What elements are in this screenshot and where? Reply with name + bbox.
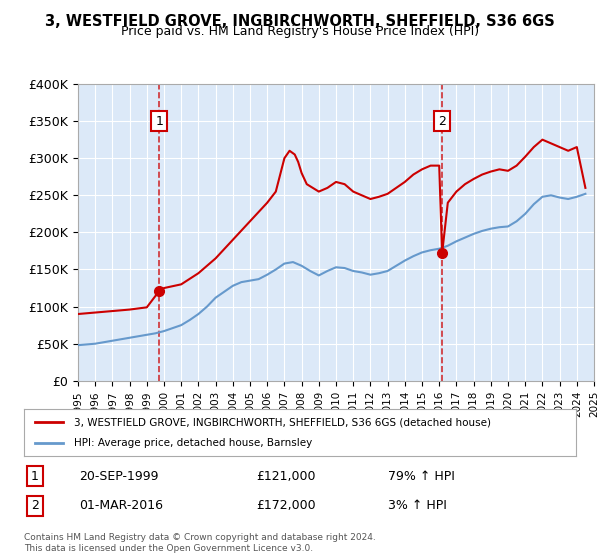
- Text: 3, WESTFIELD GROVE, INGBIRCHWORTH, SHEFFIELD, S36 6GS: 3, WESTFIELD GROVE, INGBIRCHWORTH, SHEFF…: [45, 14, 555, 29]
- Text: 79% ↑ HPI: 79% ↑ HPI: [388, 470, 455, 483]
- Text: Price paid vs. HM Land Registry's House Price Index (HPI): Price paid vs. HM Land Registry's House …: [121, 25, 479, 38]
- Text: Contains HM Land Registry data © Crown copyright and database right 2024.
This d: Contains HM Land Registry data © Crown c…: [24, 533, 376, 553]
- Text: 3% ↑ HPI: 3% ↑ HPI: [388, 500, 447, 512]
- Text: £121,000: £121,000: [256, 470, 316, 483]
- Text: 2: 2: [31, 500, 39, 512]
- Text: 1: 1: [31, 470, 39, 483]
- Text: 3, WESTFIELD GROVE, INGBIRCHWORTH, SHEFFIELD, S36 6GS (detached house): 3, WESTFIELD GROVE, INGBIRCHWORTH, SHEFF…: [74, 417, 491, 427]
- Text: 01-MAR-2016: 01-MAR-2016: [79, 500, 163, 512]
- Text: 1: 1: [155, 115, 163, 128]
- Text: 20-SEP-1999: 20-SEP-1999: [79, 470, 158, 483]
- Text: HPI: Average price, detached house, Barnsley: HPI: Average price, detached house, Barn…: [74, 438, 312, 448]
- Text: 2: 2: [438, 115, 446, 128]
- Text: £172,000: £172,000: [256, 500, 316, 512]
